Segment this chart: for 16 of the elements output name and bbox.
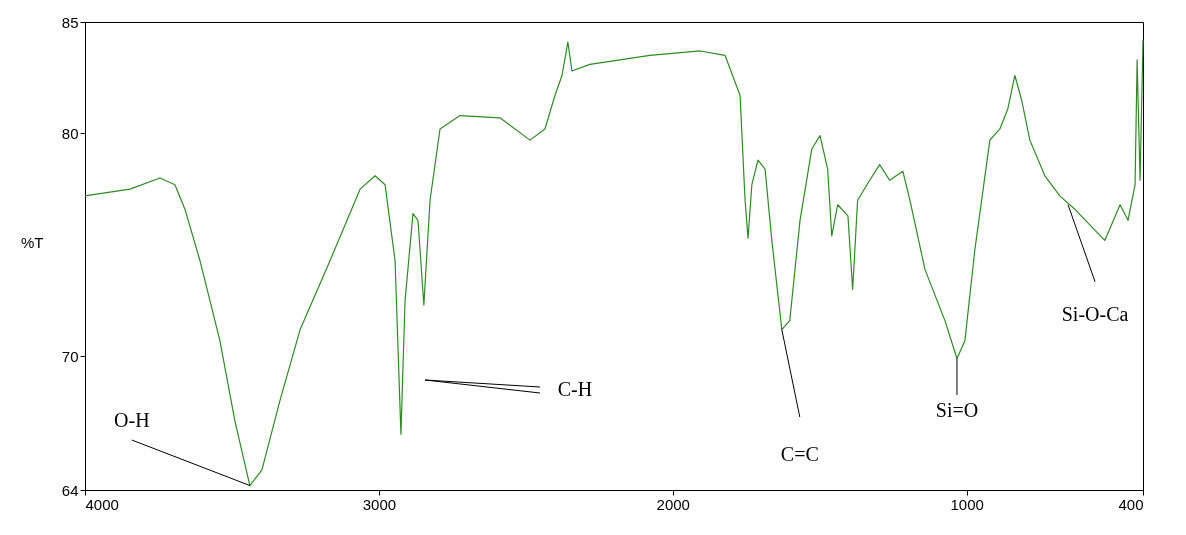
annotation: O-H bbox=[114, 408, 150, 431]
y-axis-title: %T bbox=[21, 233, 44, 251]
line-series bbox=[84, 39, 1144, 487]
y-tick-label: 85 bbox=[61, 13, 79, 31]
annotation: Si-O-Ca bbox=[1061, 302, 1129, 325]
annotation: C=C bbox=[780, 442, 819, 465]
x-tick-label: 3000 bbox=[362, 495, 397, 513]
x-tick-label: 2000 bbox=[656, 495, 690, 513]
x-tick-label: 4000 bbox=[85, 495, 119, 513]
annotation: C-H bbox=[557, 378, 593, 400]
x-tick-label: 1000 bbox=[950, 495, 984, 513]
y-tick-label: 64 bbox=[61, 481, 79, 499]
annotation: Si=O bbox=[935, 398, 979, 421]
y-tick-label: 80 bbox=[61, 124, 79, 142]
x-tick-label: 400 bbox=[1118, 495, 1144, 513]
y-tick-label: 70 bbox=[61, 347, 79, 365]
